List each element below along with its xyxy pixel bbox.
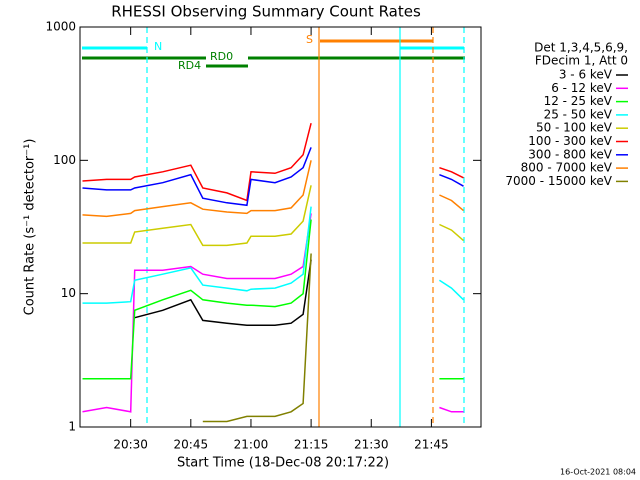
y-tick-label: 100 <box>53 153 76 167</box>
y-tick-label: 1 <box>68 420 76 434</box>
annotation-bars <box>82 39 465 68</box>
annotation-lines <box>146 27 465 427</box>
chart-title: RHESSI Observing Summary Count Rates <box>111 3 421 21</box>
series-line <box>439 406 464 413</box>
series-line <box>82 185 312 247</box>
x-tick-label: 21:45 <box>414 438 449 452</box>
series-line <box>439 174 464 187</box>
y-tick-label: 10 <box>61 286 76 300</box>
legend-label: 6 - 12 keV <box>551 81 613 95</box>
annotation-label: RD0 <box>210 50 233 63</box>
series-line <box>82 160 312 218</box>
series-line <box>134 259 312 326</box>
x-tick-label: 21:30 <box>354 438 389 452</box>
x-tick-label: 21:15 <box>294 438 329 452</box>
series-line <box>439 166 464 179</box>
series-line <box>82 219 312 380</box>
legend-label: 100 - 300 keV <box>528 134 612 148</box>
annotation-label: N <box>154 40 162 53</box>
legend-title: Det 1,3,4,5,6,9, <box>534 41 628 55</box>
legend-label: 3 - 6 keV <box>559 68 613 82</box>
legend-label: 7000 - 15000 keV <box>505 174 612 188</box>
x-axis-label: Start Time (18-Dec-08 20:17:22) <box>177 456 389 471</box>
series-line <box>82 206 312 304</box>
series-line <box>82 123 312 202</box>
legend-title: FDecim 1, Att 0 <box>535 54 628 68</box>
y-tick-label: 1000 <box>45 20 76 34</box>
x-tick-label: 21:00 <box>234 438 269 452</box>
legend-label: 50 - 100 keV <box>536 121 613 135</box>
x-tick-label: 20:30 <box>113 438 148 452</box>
legend-label: 12 - 25 keV <box>544 94 613 108</box>
annotation-label: S <box>306 33 313 46</box>
annotation-label: RD4 <box>178 59 201 72</box>
x-tick-label: 20:45 <box>174 438 209 452</box>
timestamp: 16-Oct-2021 08:04 <box>560 468 636 477</box>
legend-label: 25 - 50 keV <box>544 107 613 121</box>
plot-frame <box>79 26 482 428</box>
series-line <box>439 223 464 242</box>
series-line <box>202 253 312 423</box>
legend-label: 800 - 7000 keV <box>521 161 613 175</box>
y-axis-label: Count Rate (s⁻¹ detector⁻¹) <box>23 139 38 316</box>
series-line <box>438 279 465 301</box>
series-line <box>82 147 312 207</box>
legend-label: 300 - 800 keV <box>528 147 612 161</box>
series-line <box>439 194 464 212</box>
series-line <box>82 213 312 413</box>
